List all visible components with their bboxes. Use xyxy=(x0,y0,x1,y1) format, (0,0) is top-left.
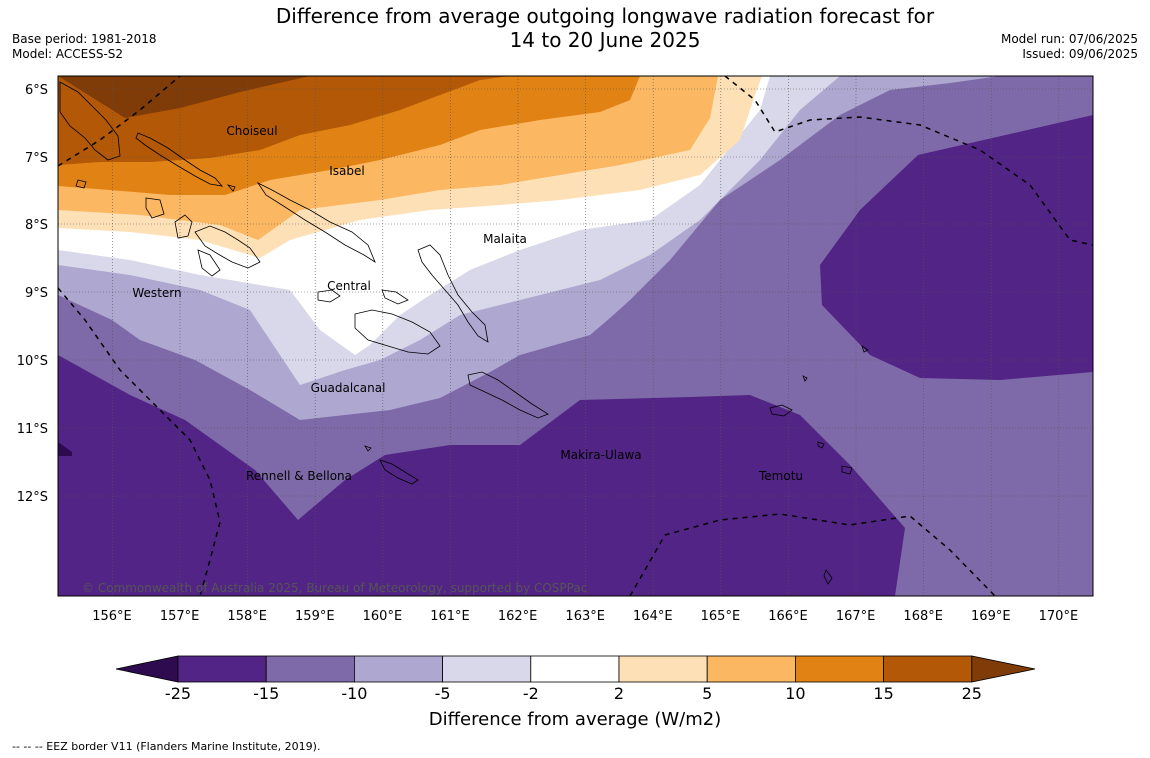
colorbar-segment xyxy=(177,655,267,683)
lon-label: 169°E xyxy=(971,609,1011,624)
eez-border-south xyxy=(629,513,996,596)
malaita-coast xyxy=(417,244,489,343)
isabel-coast xyxy=(256,181,376,264)
eez-legend-text: -- -- -- EEZ border V11 (Flanders Marine… xyxy=(12,740,321,753)
map-frame xyxy=(57,75,1094,597)
model-run-text: Model run: 07/06/2025 xyxy=(1000,32,1138,46)
eez-borders xyxy=(58,76,1093,596)
colorbar-title: Difference from average (W/m2) xyxy=(428,709,722,730)
guadalcanal-coast xyxy=(354,309,441,355)
province-label: Choiseul xyxy=(226,124,277,138)
lon-label: 167°E xyxy=(836,609,876,624)
title-line-1: Difference from average outgoing longwav… xyxy=(275,4,935,28)
lon-label: 160°E xyxy=(363,609,403,624)
lon-label: 163°E xyxy=(565,609,605,624)
province-label: Makira-Ulawa xyxy=(560,448,641,462)
province-label: Rennell & Bellona xyxy=(246,469,352,483)
lat-label: 6°S xyxy=(25,83,48,98)
colorbar-segment xyxy=(353,655,443,683)
lon-label: 158°E xyxy=(227,609,267,624)
lon-label: 162°E xyxy=(498,609,538,624)
new-georgia-coast xyxy=(174,214,261,277)
colorbar xyxy=(115,655,1036,683)
lat-label: 12°S xyxy=(17,490,48,505)
model-text: Model: ACCESS-S2 xyxy=(12,47,124,61)
colorbar-segment xyxy=(795,655,885,683)
choiseul-coast xyxy=(135,132,224,187)
bougainville-coast xyxy=(59,81,121,161)
forecast-map: Choiseul Isabel Malaita Central Western Guada… xyxy=(17,75,1094,683)
eez-border-png xyxy=(58,76,181,167)
eez-border-east xyxy=(724,76,1093,246)
lon-label: 165°E xyxy=(701,609,741,624)
fill-above-25 xyxy=(58,76,310,118)
colorbar-segment xyxy=(618,655,708,683)
colorbar-segment xyxy=(442,655,532,683)
florida-islands-coast xyxy=(317,289,409,305)
lon-label: 159°E xyxy=(295,609,335,624)
colorbar-tick-label: 10 xyxy=(785,684,806,703)
issued-text: Issued: 09/06/2025 xyxy=(1022,47,1138,61)
province-label: Malaita xyxy=(483,232,527,246)
title-line-2: 14 to 20 June 2025 xyxy=(509,28,701,52)
colorbar-tick-label: -15 xyxy=(253,684,280,703)
province-label: Central xyxy=(327,279,371,293)
copyright-text: © Commonwealth of Australia 2025, Bureau… xyxy=(82,581,587,595)
colorbar-tick-label: 15 xyxy=(873,684,894,703)
lon-label: 170°E xyxy=(1039,609,1079,624)
lon-label: 157°E xyxy=(160,609,200,624)
lon-label: 161°E xyxy=(430,609,470,624)
map-title: Difference from average outgoing longwav… xyxy=(150,4,1060,52)
makira-coast xyxy=(467,371,549,419)
colorbar-tick-label: -10 xyxy=(341,684,368,703)
longitude-labels: 156°E 157°E 158°E 159°E 160°E 161°E 162°E 163°E… xyxy=(92,609,1078,624)
lat-label: 8°S xyxy=(25,218,48,233)
province-label: Isabel xyxy=(329,164,364,178)
santa-cruz-coast xyxy=(769,345,869,585)
colorbar-tick-label: -2 xyxy=(522,684,539,703)
colorbar-min-extend xyxy=(115,655,179,683)
eez-border-west xyxy=(58,287,221,596)
lat-label: 10°S xyxy=(17,354,48,369)
colorbar-tick-label: 5 xyxy=(702,684,713,703)
colorbar-segment xyxy=(883,655,973,683)
colorbar-tick-label: -5 xyxy=(434,684,451,703)
province-label: Western xyxy=(132,286,181,300)
lat-label: 9°S xyxy=(25,286,48,301)
contour-fills xyxy=(58,76,1093,596)
meta-right: Model run: 07/06/2025 Issued: 09/06/2025 xyxy=(1001,32,1138,62)
meta-left: Base period: 1981-2018 Model: ACCESS-S2 xyxy=(12,32,157,62)
colorbar-segment xyxy=(265,655,355,683)
lat-label: 7°S xyxy=(25,151,48,166)
fill-below-minus25 xyxy=(58,442,72,456)
base-period-text: Base period: 1981-2018 xyxy=(12,32,157,46)
colorbar-segment xyxy=(530,655,620,683)
shortland-islets xyxy=(75,179,236,219)
lon-label: 156°E xyxy=(92,609,132,624)
province-label: Temotu xyxy=(758,469,803,483)
colorbar-max-extend xyxy=(971,655,1036,683)
lat-label: 11°S xyxy=(17,422,48,437)
province-label: Guadalcanal xyxy=(311,381,386,395)
colorbar-tick-label: -25 xyxy=(164,684,192,703)
coastlines xyxy=(59,81,869,585)
province-labels: Choiseul Isabel Malaita Central Western Guada… xyxy=(132,124,803,483)
lon-label: 168°E xyxy=(903,609,943,624)
lon-label: 166°E xyxy=(768,609,808,624)
colorbar-segment xyxy=(706,655,796,683)
latitude-labels: 6°S 7°S 8°S 9°S 10°S 11°S 12°S xyxy=(17,83,48,505)
colorbar-tick-label: 25 xyxy=(961,684,982,703)
lon-label: 164°E xyxy=(633,609,673,624)
rennell-coast xyxy=(364,445,419,485)
colorbar-tick-label: 2 xyxy=(613,684,625,703)
